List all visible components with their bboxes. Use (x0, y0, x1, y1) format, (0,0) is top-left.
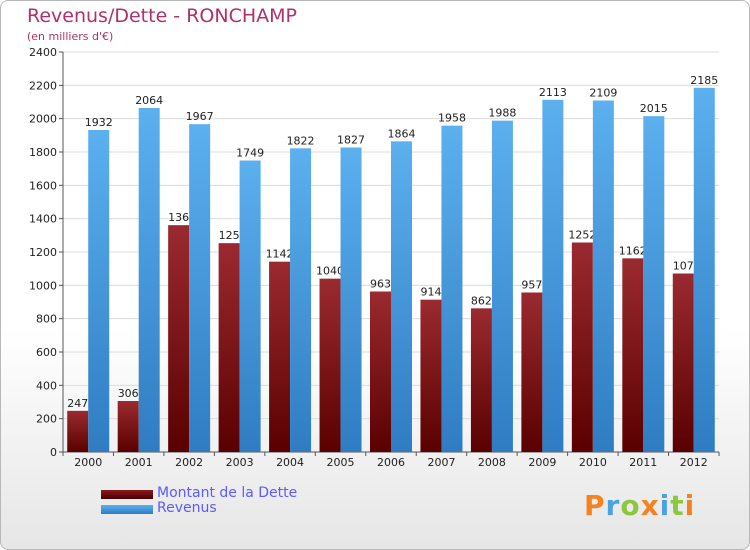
data-label-dette: 125 (219, 229, 240, 242)
data-label-dette: 247 (67, 397, 88, 410)
data-label-revenus: 2015 (640, 102, 668, 115)
chart-title: Revenus/Dette - RONCHAMP (27, 5, 297, 27)
bar-dette (117, 401, 139, 452)
data-label-dette: 1252 (568, 229, 596, 242)
bar-revenus (693, 87, 715, 452)
data-label-revenus: 2064 (135, 94, 163, 107)
y-tick-label: 400 (36, 379, 57, 392)
x-tick-label: 2001 (125, 456, 153, 469)
data-label-dette: 107 (673, 260, 694, 273)
logo-letter: o (620, 489, 641, 522)
y-tick-label: 2200 (29, 79, 57, 92)
x-tick-label: 2010 (579, 456, 607, 469)
data-label-dette: 957 (521, 279, 542, 292)
y-tick-label: 2000 (29, 113, 57, 126)
bar-revenus (391, 141, 412, 453)
y-tick-label: 600 (36, 346, 57, 359)
data-label-dette: 963 (370, 278, 391, 291)
data-label-dette: 306 (118, 387, 139, 400)
bar-revenus (189, 124, 211, 453)
x-tick-label: 2002 (175, 456, 203, 469)
bar-dette (622, 258, 644, 452)
y-tick-label: 2400 (29, 46, 57, 59)
data-label-revenus: 1932 (85, 116, 113, 129)
bar-dette (319, 278, 341, 452)
bar-dette (218, 243, 240, 452)
bar-revenus (441, 125, 463, 453)
logo-letter: x (640, 489, 660, 522)
x-tick-label: 2006 (377, 456, 405, 469)
y-tick-label: 1400 (29, 213, 57, 226)
bar-revenus (88, 130, 110, 452)
bar-revenus (340, 147, 362, 452)
logo-letter: t (670, 489, 685, 522)
bar-dette (521, 292, 543, 452)
logo-letter: i (659, 489, 671, 522)
data-label-revenus: 1988 (488, 107, 516, 120)
data-label-revenus: 1749 (236, 147, 264, 160)
data-label-revenus: 2109 (589, 87, 617, 100)
bar-revenus (138, 108, 160, 452)
x-tick-label: 2000 (74, 456, 102, 469)
y-tick-label: 800 (36, 313, 57, 326)
legend-swatch-revenus (101, 505, 153, 514)
x-tick-label: 2005 (327, 456, 355, 469)
bar-dette (168, 225, 190, 452)
y-tick-label: 1600 (29, 179, 57, 192)
y-tick-label: 0 (50, 446, 57, 459)
bar-dette (571, 242, 593, 452)
bar-revenus (643, 116, 665, 453)
legend-label-dette: Montant de la Dette (157, 485, 298, 501)
logo-letter: i (684, 489, 696, 522)
data-label-dette: 914 (420, 286, 441, 299)
bar-dette (370, 291, 391, 452)
data-label-dette: 862 (471, 294, 492, 307)
data-label-revenus: 2185 (690, 74, 718, 87)
legend-swatch-dette (101, 490, 153, 499)
data-label-revenus: 1822 (287, 134, 315, 147)
bar-revenus (542, 99, 564, 452)
bar-dette (672, 273, 694, 452)
y-tick-label: 1800 (29, 146, 57, 159)
logo-letter: P (584, 489, 606, 522)
bar-dette (269, 261, 291, 452)
logo-letter: r (605, 489, 621, 522)
x-tick-label: 2003 (226, 456, 254, 469)
x-tick-label: 2009 (528, 456, 556, 469)
data-label-revenus: 1967 (186, 110, 214, 123)
x-tick-label: 2007 (427, 456, 455, 469)
y-tick-label: 1000 (29, 279, 57, 292)
data-label-revenus: 1864 (388, 127, 416, 140)
bar-dette (470, 308, 492, 452)
x-tick-label: 2011 (629, 456, 657, 469)
x-tick-label: 2008 (478, 456, 506, 469)
bar-revenus (592, 100, 614, 452)
data-label-revenus: 2113 (539, 86, 567, 99)
data-label-revenus: 1827 (337, 134, 365, 147)
data-label-revenus: 1958 (438, 112, 466, 125)
bar-revenus (290, 148, 312, 453)
y-tick-label: 200 (36, 413, 57, 426)
bar-revenus (491, 120, 513, 453)
data-label-dette: 136 (168, 211, 189, 224)
data-label-dette: 1040 (316, 265, 344, 278)
x-tick-label: 2004 (276, 456, 304, 469)
bar-dette (67, 410, 89, 452)
data-label-dette: 1142 (266, 248, 294, 261)
chart-subtitle: (en milliers d'€) (27, 30, 114, 43)
data-label-dette: 1162 (619, 244, 647, 257)
bar-revenus (239, 160, 261, 452)
x-tick-label: 2012 (680, 456, 708, 469)
y-tick-label: 1200 (29, 246, 57, 259)
proxiti-logo: Proxiti (584, 489, 695, 522)
legend-label-revenus: Revenus (157, 500, 217, 516)
bar-dette (420, 299, 442, 452)
